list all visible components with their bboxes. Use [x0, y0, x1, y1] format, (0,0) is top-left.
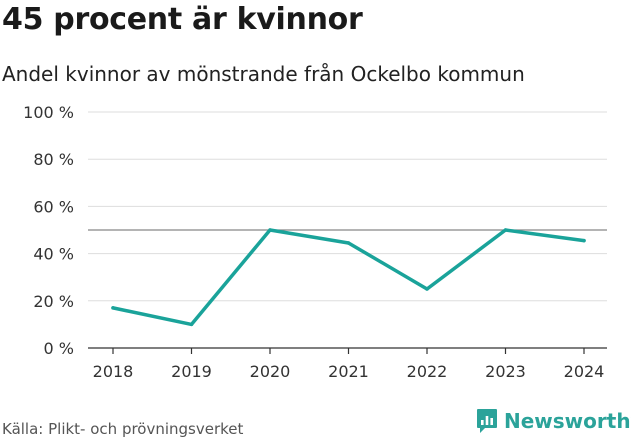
y-tick-label: 80 %: [33, 150, 74, 169]
data-point: [503, 228, 508, 232]
x-tick-label: 2023: [485, 362, 526, 381]
data-point: [425, 287, 429, 291]
y-tick-label: 20 %: [33, 292, 74, 311]
data-point: [189, 322, 194, 327]
y-tick-label: 0 %: [44, 339, 74, 358]
chart-title: 45 procent är kvinnor: [2, 2, 363, 37]
y-tick-label: 100 %: [23, 103, 74, 122]
grid-lines: [88, 111, 607, 302]
x-tick-label: 2018: [93, 362, 134, 381]
data-point: [582, 238, 586, 243]
source-note: Källa: Plikt- och prövningsverket: [2, 420, 244, 438]
data-point: [268, 228, 272, 232]
x-tick-label: 2024: [564, 362, 605, 381]
data-point: [111, 306, 115, 310]
brand-name: Newsworthy: [504, 409, 631, 433]
series-group: [111, 228, 586, 327]
chart-subtitle: Andel kvinnor av mönstrande från Ockelbo…: [2, 62, 525, 86]
x-tick-label: 2021: [328, 362, 369, 381]
brand-logo: Newsworthy: [476, 408, 631, 434]
x-axis: [88, 347, 607, 354]
x-tick-label: 2020: [250, 362, 291, 381]
y-tick-label: 40 %: [33, 245, 74, 264]
newsworthy-logo-icon: [477, 409, 497, 433]
x-tick-label: 2019: [171, 362, 212, 381]
line-chart: 0 % 20 % 40 % 60 % 80 % 100 % 2018 2019 2020 202…: [23, 103, 607, 381]
data-point: [346, 241, 351, 245]
x-tick-labels: 2018 2019 2020 2021 2022 2023 2024: [93, 362, 605, 381]
y-tick-labels: 0 % 20 % 40 % 60 % 80 % 100 %: [23, 103, 74, 358]
y-tick-label: 60 %: [33, 197, 74, 216]
x-tick-label: 2022: [407, 362, 448, 381]
